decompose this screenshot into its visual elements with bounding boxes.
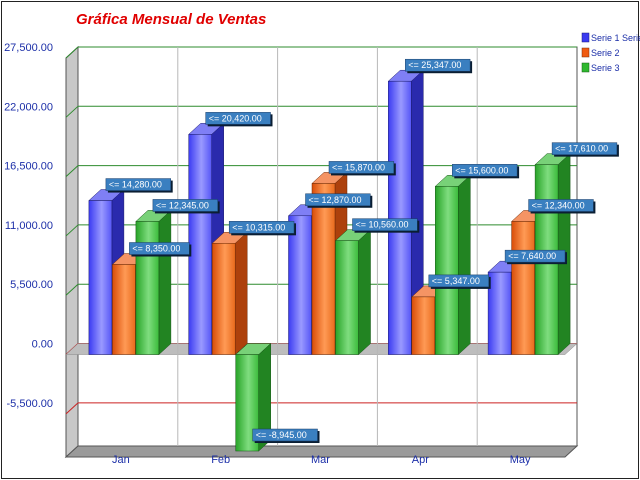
svg-text:<= 7,640.00: <= 7,640.00 xyxy=(508,251,556,261)
legend: Serie 1 Serie Serie 2 Serie 3 xyxy=(581,32,640,73)
gridline-y-side xyxy=(65,105,79,118)
data-label: <= 10,560.00 xyxy=(352,218,420,233)
chart-title: Gráfica Mensual de Ventas xyxy=(76,11,266,28)
x-axis-ticks: Jan Feb Mar Apr May xyxy=(112,454,531,466)
data-labels: <= 14,280.00 <= 8,350.00 <= 12,345.00 <= 20… xyxy=(105,58,619,444)
x-tick-label: Feb xyxy=(211,454,230,466)
legend-item: Serie 2 xyxy=(581,47,620,58)
legend-swatch xyxy=(581,32,590,43)
y-tick-label: 0.00 xyxy=(32,339,53,351)
legend-item: Serie 3 xyxy=(581,62,620,73)
y-tick-label: 22,000.00 xyxy=(4,101,53,113)
data-label: <= 12,870.00 xyxy=(305,193,373,208)
y-tick-label: 16,500.00 xyxy=(4,161,53,173)
bar xyxy=(387,69,424,356)
data-label: <= 14,280.00 xyxy=(105,178,173,193)
floor xyxy=(64,445,579,458)
gridline-y-side xyxy=(65,165,79,177)
legend-item: Serie 1 Serie xyxy=(581,32,640,43)
bar xyxy=(211,231,248,356)
svg-text:<= 10,315.00: <= 10,315.00 xyxy=(232,222,285,232)
svg-text:<= 12,870.00: <= 12,870.00 xyxy=(309,195,362,205)
svg-text:<= 10,560.00: <= 10,560.00 xyxy=(356,220,409,230)
svg-text:<= -8,945.00: <= -8,945.00 xyxy=(256,430,307,440)
gridline-y-side xyxy=(65,46,79,59)
svg-text:<= 20,420.00: <= 20,420.00 xyxy=(209,113,262,123)
y-tick-label: 27,500.00 xyxy=(4,42,53,54)
data-label: <= 12,345.00 xyxy=(152,199,220,214)
svg-text:<= 14,280.00: <= 14,280.00 xyxy=(109,180,162,190)
y-tick-label: 11,000.00 xyxy=(5,220,53,232)
y-axis-ticks: 27,500.00 22,000.00 16,500.00 11,000.00 5,50… xyxy=(4,42,53,410)
data-label: <= 12,340.00 xyxy=(528,199,596,214)
data-label: <= 10,315.00 xyxy=(228,221,296,236)
bar xyxy=(135,209,172,356)
y-tick-label: -5,500.00 xyxy=(7,398,53,410)
data-label: <= 20,420.00 xyxy=(205,112,273,127)
data-label: <= -8,945.00 xyxy=(252,428,320,444)
svg-text:<= 5,347.00: <= 5,347.00 xyxy=(432,276,480,286)
y-tick-label: 5,500.00 xyxy=(10,279,53,291)
bar xyxy=(434,174,471,356)
legend-label: Serie 2 xyxy=(591,48,620,58)
svg-text:<= 25,347.00: <= 25,347.00 xyxy=(408,60,461,70)
svg-text:<= 12,340.00: <= 12,340.00 xyxy=(532,200,585,210)
gridline-y-side xyxy=(65,283,79,296)
x-tick-label: May xyxy=(510,454,531,466)
svg-text:<= 12,345.00: <= 12,345.00 xyxy=(156,200,209,210)
svg-text:<= 8,350.00: <= 8,350.00 xyxy=(132,244,180,254)
legend-swatch xyxy=(581,47,590,58)
bar xyxy=(235,342,272,452)
x-tick-label: Mar xyxy=(311,454,330,466)
data-label: <= 8,350.00 xyxy=(129,242,192,257)
data-label: <= 15,870.00 xyxy=(328,161,396,176)
gridline-y-side xyxy=(65,402,79,415)
legend-swatch xyxy=(581,62,590,73)
legend-label: Serie 1 Serie xyxy=(591,33,640,43)
svg-text:<= 17,610.00: <= 17,610.00 xyxy=(555,144,608,154)
gridline-y-side xyxy=(65,224,79,237)
svg-text:<= 15,600.00: <= 15,600.00 xyxy=(455,165,508,175)
data-label: <= 17,610.00 xyxy=(551,142,619,157)
data-label: <= 5,347.00 xyxy=(428,274,491,289)
data-label: <= 7,640.00 xyxy=(504,249,567,265)
data-label: <= 15,600.00 xyxy=(452,164,520,179)
data-label: <= 25,347.00 xyxy=(405,58,473,74)
x-tick-label: Jan xyxy=(112,454,130,466)
svg-text:<= 15,870.00: <= 15,870.00 xyxy=(332,162,385,172)
legend-label: Serie 3 xyxy=(591,63,620,73)
x-tick-label: Apr xyxy=(412,454,429,466)
bar xyxy=(334,229,372,356)
